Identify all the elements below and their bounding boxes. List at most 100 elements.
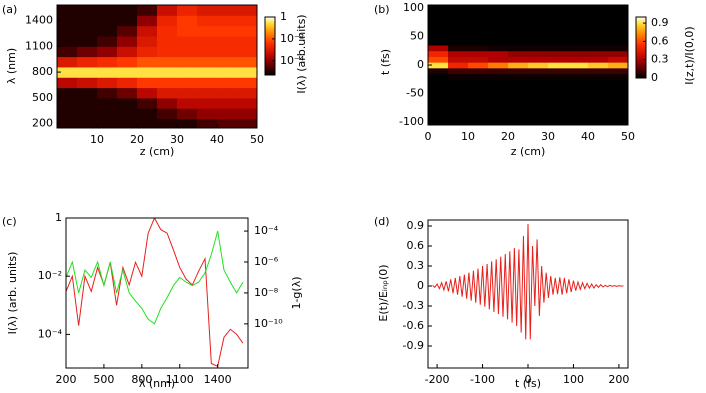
heatmap-cell: [608, 67, 628, 75]
y2-tick-label: 10⁻⁸: [254, 286, 279, 299]
heatmap-cell: [608, 50, 628, 57]
heatmap-cell: [508, 56, 529, 63]
heatmap-cell: [548, 16, 569, 23]
heatmap-cell: [428, 16, 449, 23]
heatmap-cell: [77, 66, 98, 78]
heatmap-cell: [237, 56, 257, 68]
y-tick-label: 500: [32, 91, 53, 104]
heatmap-cell: [217, 66, 238, 78]
heatmap-cell: [508, 50, 529, 57]
heatmap-cell: [468, 113, 489, 120]
heatmap-cell: [568, 67, 589, 75]
x-tick-label: -200: [425, 373, 450, 386]
heatmap-cell: [77, 15, 98, 27]
heatmap-cell: [468, 119, 489, 125]
heatmap-cell: [528, 90, 549, 97]
heatmap-cell: [428, 90, 449, 97]
heatmap-cell: [217, 25, 238, 37]
heatmap-cell: [117, 25, 138, 37]
heatmap-cell: [197, 97, 218, 109]
heatmap-cell: [608, 45, 628, 52]
heatmap-cell: [568, 39, 589, 46]
data-line: [66, 218, 244, 368]
heatmap-cell: [508, 113, 529, 120]
heatmap-cell: [57, 118, 78, 128]
y-tick-label: 1: [55, 211, 62, 224]
heatmap-cell: [468, 16, 489, 23]
heatmap-cell: [448, 107, 469, 115]
heatmap-cell: [468, 5, 489, 12]
heatmap-cell: [568, 73, 589, 80]
heatmap-cell: [508, 90, 529, 97]
heatmap-cell: [177, 25, 198, 37]
heatmap-cell: [97, 97, 118, 109]
y2-tick-label: 10⁻¹⁰: [254, 317, 283, 330]
heatmap-cell: [97, 56, 118, 68]
heatmap-cell: [77, 87, 98, 99]
heatmap-cell: [488, 113, 509, 120]
heatmap-cell: [177, 5, 198, 16]
x-tick-label: 0: [425, 130, 432, 143]
x-tick-label: 40: [210, 133, 224, 146]
x-tick-label: 1400: [204, 373, 232, 386]
heatmap-cell: [428, 113, 449, 120]
heatmap-cell: [568, 90, 589, 97]
heatmap-cell: [77, 108, 98, 120]
heatmap-cell: [428, 45, 449, 52]
heatmap-cell: [508, 96, 529, 103]
heatmap-cell: [448, 62, 469, 69]
heatmap-cell: [528, 79, 549, 86]
heatmap-cell: [77, 97, 98, 109]
panel-label: (c): [2, 215, 17, 228]
y-tick-label: 0: [417, 58, 424, 71]
heatmap-cell: [488, 33, 509, 40]
heatmap-cell: [237, 5, 257, 16]
heatmap-cell: [157, 66, 178, 78]
y-tick-label: 10⁻⁴: [38, 327, 63, 340]
heatmap-cell: [77, 5, 98, 16]
heatmap-cell: [428, 10, 449, 17]
heatmap-cell: [237, 77, 257, 89]
heatmap-cell: [528, 73, 549, 80]
heatmap-cell: [468, 56, 489, 63]
heatmap-cell: [548, 10, 569, 17]
heatmap-cell: [237, 25, 257, 37]
heatmap-cell: [468, 102, 489, 109]
x-tick-label: 20: [130, 133, 144, 146]
heatmap-cell: [488, 79, 509, 86]
heatmap-cell: [588, 96, 609, 103]
heatmap-cell: [608, 113, 628, 120]
heatmap-cell: [97, 87, 118, 99]
heatmap-cell: [197, 35, 218, 47]
heatmap-cell: [548, 5, 569, 12]
heatmap-cell: [608, 62, 628, 69]
heatmap-cell: [197, 5, 218, 16]
heatmap-cell: [57, 35, 78, 47]
colorbar-tick-label: 0.3: [651, 53, 669, 66]
x-tick-label: 50: [250, 133, 264, 146]
y-tick-label: 100: [403, 1, 424, 14]
heatmap-cell: [217, 46, 238, 58]
heatmap-cell: [157, 77, 178, 89]
y-tick-label: -0.3: [403, 299, 424, 312]
heatmap-cell: [428, 67, 449, 75]
heatmap-cell: [428, 79, 449, 86]
heatmap-cell: [568, 5, 589, 12]
y-tick-label: 0.3: [407, 259, 425, 272]
heatmap-cell: [608, 5, 628, 12]
heatmap-cell: [217, 35, 238, 47]
heatmap-cell: [568, 119, 589, 125]
heatmap-cell: [448, 102, 469, 109]
x-tick-label: 30: [541, 130, 555, 143]
colorbar-label: I(z,t)/I(0,0): [683, 26, 696, 84]
heatmap-cell: [428, 85, 449, 92]
panel-label: (a): [2, 3, 17, 16]
heatmap-cell: [568, 22, 589, 29]
heatmap-cell: [508, 39, 529, 46]
heatmap-cell: [157, 56, 178, 68]
heatmap-cell: [448, 33, 469, 40]
heatmap-cell: [548, 22, 569, 29]
heatmap-cell: [568, 62, 589, 69]
heatmap-cell: [177, 87, 198, 99]
heatmap-cell: [588, 45, 609, 52]
